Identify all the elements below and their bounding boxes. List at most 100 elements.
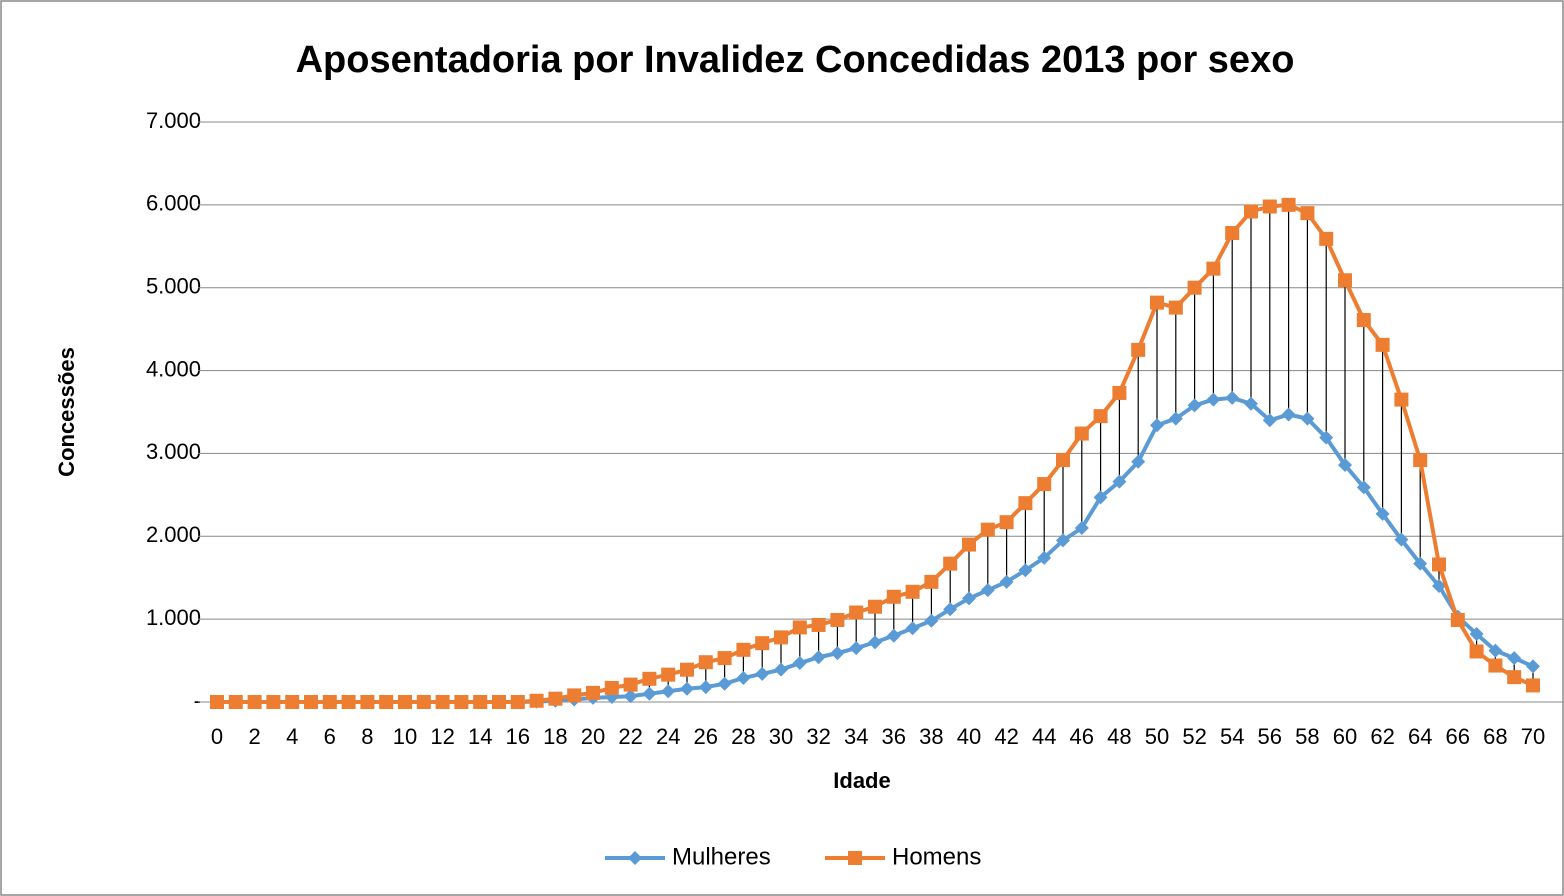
- marker: [304, 695, 318, 709]
- marker: [736, 642, 751, 657]
- x-tick-label: 54: [1220, 724, 1244, 749]
- marker: [999, 574, 1014, 589]
- x-tick-label: 46: [1070, 724, 1094, 749]
- marker: [1131, 342, 1146, 357]
- marker: [661, 667, 676, 682]
- y-axis-label: Concessões: [54, 347, 79, 477]
- x-tick-label: 52: [1182, 724, 1206, 749]
- marker: [1413, 453, 1428, 468]
- marker: [529, 693, 544, 708]
- marker: [943, 556, 958, 571]
- y-tick-label: 1.000: [146, 605, 201, 630]
- marker: [604, 680, 619, 695]
- marker: [510, 695, 525, 709]
- x-tick-label: 56: [1258, 724, 1282, 749]
- marker: [1394, 392, 1409, 407]
- x-tick-label: 32: [806, 724, 830, 749]
- x-tick-label: 44: [1032, 724, 1056, 749]
- y-tick-label: 3.000: [146, 439, 201, 464]
- marker: [1206, 392, 1221, 407]
- marker: [1150, 418, 1164, 433]
- x-tick-label: 24: [656, 724, 680, 749]
- marker: [680, 681, 694, 696]
- marker: [1432, 579, 1446, 593]
- marker: [830, 612, 845, 627]
- y-tick-label: 4.000: [146, 356, 201, 381]
- marker: [1262, 199, 1277, 214]
- marker: [1375, 337, 1390, 352]
- marker: [1112, 474, 1127, 489]
- marker: [1488, 658, 1503, 673]
- marker: [774, 630, 788, 645]
- marker: [868, 599, 882, 614]
- marker: [1262, 413, 1277, 428]
- marker: [266, 695, 281, 709]
- marker: [680, 662, 694, 677]
- y-tick-label: 5.000: [146, 274, 201, 299]
- marker: [322, 695, 337, 709]
- marker: [980, 583, 995, 598]
- marker: [548, 691, 563, 706]
- marker: [1300, 411, 1315, 426]
- marker: [398, 695, 412, 709]
- marker: [1526, 659, 1540, 674]
- marker: [247, 695, 262, 709]
- marker: [1225, 226, 1240, 241]
- marker: [905, 621, 920, 636]
- marker: [1244, 396, 1258, 411]
- marker: [473, 695, 488, 709]
- marker: [1338, 273, 1352, 288]
- y-tick-label: 2.000: [146, 522, 201, 547]
- marker: [1131, 454, 1146, 469]
- marker: [999, 515, 1014, 530]
- x-tick-label: 68: [1483, 724, 1507, 749]
- x-tick-label: 70: [1521, 724, 1545, 749]
- marker: [830, 646, 845, 661]
- x-tick-label: 20: [581, 724, 605, 749]
- marker: [1375, 506, 1390, 521]
- marker: [1244, 204, 1258, 219]
- marker: [755, 636, 770, 651]
- x-tick-label: 18: [543, 724, 567, 749]
- marker: [1074, 426, 1089, 441]
- x-tick-label: 10: [393, 724, 417, 749]
- marker: [905, 584, 920, 599]
- x-tick-label: 58: [1295, 724, 1319, 749]
- x-tick-label: 48: [1107, 724, 1131, 749]
- marker: [435, 695, 450, 709]
- x-tick-label: 62: [1370, 724, 1394, 749]
- x-axis-label: Idade: [833, 768, 890, 793]
- marker: [1093, 409, 1108, 424]
- marker: [1507, 651, 1522, 666]
- marker: [1356, 480, 1371, 495]
- marker: [586, 685, 600, 700]
- marker: [416, 695, 431, 709]
- x-tick-label: 64: [1408, 724, 1432, 749]
- marker: [661, 684, 676, 699]
- x-tick-label: 4: [286, 724, 298, 749]
- x-tick-label: 26: [694, 724, 718, 749]
- marker: [1469, 644, 1484, 659]
- marker: [698, 680, 713, 695]
- marker: [736, 670, 751, 685]
- marker: [1356, 313, 1371, 328]
- x-tick-label: 0: [211, 724, 223, 749]
- marker: [698, 655, 713, 670]
- marker: [1037, 477, 1052, 492]
- marker: [1281, 407, 1296, 422]
- marker: [1112, 385, 1127, 400]
- marker: [1187, 280, 1202, 295]
- marker: [924, 574, 939, 589]
- marker: [1093, 490, 1108, 505]
- marker: [1488, 643, 1503, 658]
- marker: [1187, 398, 1202, 413]
- marker: [774, 662, 788, 677]
- marker: [1074, 521, 1089, 535]
- x-tick-label: 28: [731, 724, 755, 749]
- x-tick-label: 12: [430, 724, 454, 749]
- marker: [492, 695, 506, 709]
- marker: [1206, 261, 1221, 276]
- marker: [943, 602, 958, 617]
- x-tick-label: 40: [957, 724, 981, 749]
- marker: [379, 695, 394, 709]
